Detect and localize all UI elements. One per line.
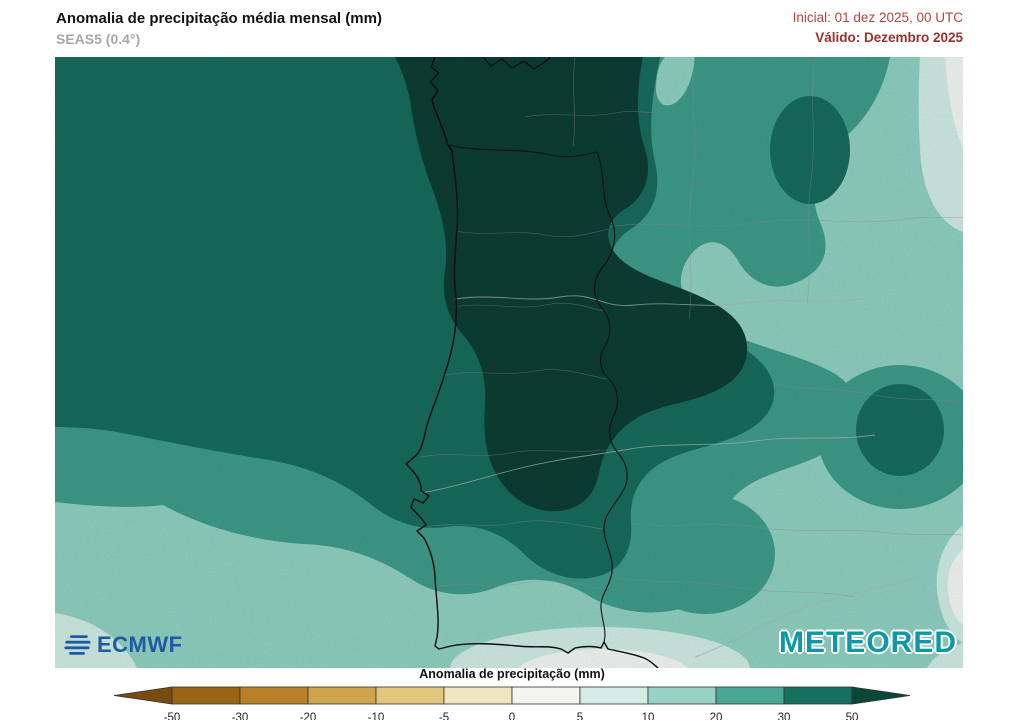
svg-text:-30: -30 — [232, 712, 249, 720]
page-title: Anomalia de precipitação média mensal (m… — [56, 10, 382, 27]
precipitation-anomaly-map: ECMWF METEORED — [55, 57, 963, 668]
svg-text:50: 50 — [846, 712, 859, 720]
svg-text:-20: -20 — [300, 712, 317, 720]
legend-title: Anomalia de precipitação (mm) — [419, 667, 605, 681]
terrain-texture — [55, 57, 963, 668]
legend-colorbar: -50 -30 -20 -10 -5 0 5 10 20 30 50 — [114, 686, 910, 720]
svg-text:5: 5 — [577, 712, 583, 720]
svg-text:-5: -5 — [439, 712, 449, 720]
map-canvas — [55, 57, 963, 668]
legend: Anomalia de precipitação (mm) -50 -30 -20-… — [0, 666, 1024, 720]
svg-text:20: 20 — [710, 712, 723, 720]
svg-text:10: 10 — [642, 712, 655, 720]
ecmwf-logo: ECMWF — [63, 632, 183, 658]
ecmwf-globe-icon — [64, 635, 91, 655]
svg-text:0: 0 — [509, 712, 515, 720]
svg-text:30: 30 — [778, 712, 791, 720]
ecmwf-logo-text: ECMWF — [97, 632, 183, 657]
model-label: SEAS5 (0.4°) — [56, 31, 141, 47]
svg-text:-50: -50 — [164, 712, 181, 720]
header: Anomalia de precipitação média mensal (m… — [0, 0, 1024, 57]
valid-date-label: Válido: Dezembro 2025 — [815, 30, 963, 45]
init-date-label: Inicial: 01 dez 2025, 00 UTC — [792, 10, 963, 25]
meteored-logo: METEORED — [778, 626, 957, 659]
svg-text:-10: -10 — [368, 712, 385, 720]
